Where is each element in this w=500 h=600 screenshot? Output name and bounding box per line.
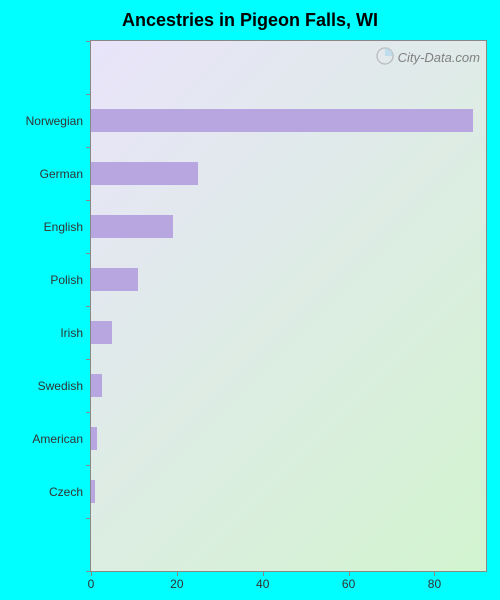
y-tick-mark (86, 200, 91, 201)
y-category-label: American (32, 432, 83, 446)
x-tick-label: 20 (170, 577, 183, 591)
chart-title: Ancestries in Pigeon Falls, WI (0, 10, 500, 31)
bar (91, 215, 173, 237)
y-tick-mark (86, 253, 91, 254)
x-tick-mark (349, 571, 350, 576)
watermark-text: City-Data.com (398, 50, 480, 65)
x-tick-mark (177, 571, 178, 576)
x-tick-mark (91, 571, 92, 576)
x-tick-label: 80 (428, 577, 441, 591)
y-tick-mark (86, 518, 91, 519)
watermark-icon (376, 47, 394, 68)
watermark: City-Data.com (376, 47, 480, 68)
y-tick-mark (86, 571, 91, 572)
x-tick-label: 60 (342, 577, 355, 591)
y-category-label: German (40, 167, 83, 181)
y-tick-mark (86, 306, 91, 307)
bar (91, 162, 198, 184)
plot-area: City-Data.com 020406080NorwegianGermanEn… (90, 40, 487, 572)
y-category-label: English (44, 220, 83, 234)
y-tick-mark (86, 412, 91, 413)
x-tick-mark (434, 571, 435, 576)
bar (91, 109, 473, 131)
y-tick-mark (86, 147, 91, 148)
y-tick-mark (86, 359, 91, 360)
chart-container: Ancestries in Pigeon Falls, WI City-Data… (0, 0, 500, 600)
plot-inner: City-Data.com 020406080NorwegianGermanEn… (91, 41, 486, 571)
y-tick-mark (86, 94, 91, 95)
x-tick-mark (263, 571, 264, 576)
bar (91, 480, 95, 502)
y-category-label: Czech (49, 485, 83, 499)
y-category-label: Swedish (38, 379, 83, 393)
bar (91, 268, 138, 290)
bar (91, 321, 112, 343)
y-tick-mark (86, 41, 91, 42)
y-category-label: Irish (60, 326, 83, 340)
y-tick-mark (86, 465, 91, 466)
y-category-label: Norwegian (26, 114, 83, 128)
y-category-label: Polish (50, 273, 83, 287)
bar (91, 374, 102, 396)
x-tick-label: 40 (256, 577, 269, 591)
bar (91, 427, 97, 449)
x-tick-label: 0 (88, 577, 95, 591)
